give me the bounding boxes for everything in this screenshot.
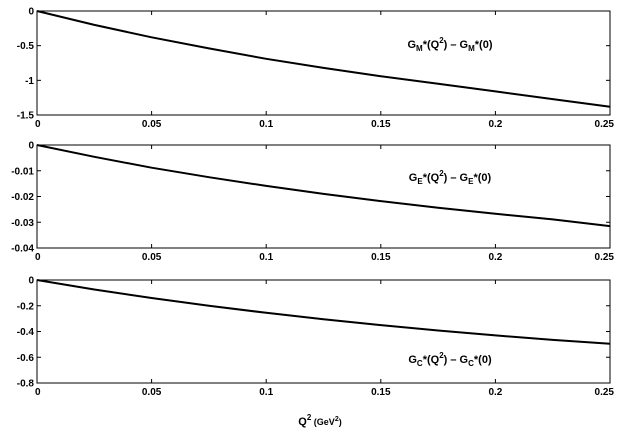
x-tick-label: 0.2 [488, 119, 502, 130]
x-tick-label: 0.15 [371, 119, 391, 130]
plot-frame [36, 10, 611, 116]
panel-label: GM*(Q2) – GM*(0) [407, 36, 492, 53]
series-line [36, 10, 611, 108]
panel-label: GC*(Q2) – GC*(0) [408, 351, 492, 368]
y-tick-label: -0.6 [17, 353, 35, 364]
y-tick-label: -0.5 [17, 41, 35, 52]
x-axis-label: Q2 (GeV2) [298, 413, 341, 428]
x-tick-label: 0 [35, 119, 41, 130]
y-tick-label: -0.2 [17, 301, 35, 312]
x-tick-label: 0 [35, 252, 41, 263]
plot-frame [36, 144, 611, 249]
plot-frame [36, 279, 611, 384]
x-tick-label: 0.25 [595, 387, 615, 398]
x-tick-label: 0.2 [488, 252, 502, 263]
y-tick-label: -0.01 [11, 166, 34, 177]
x-tick-label: 0.1 [259, 252, 273, 263]
y-tick-label: -0.04 [11, 244, 34, 255]
y-tick-label: 0 [28, 7, 34, 18]
x-tick-label: 0.15 [371, 387, 391, 398]
x-tick-label: 0.1 [259, 119, 273, 130]
x-tick-label: 0.25 [595, 252, 615, 263]
x-tick-label: 0.05 [142, 119, 162, 130]
x-tick-label: 0.2 [488, 387, 502, 398]
panel-1: 0 0.05 0.1 0.15 0.2 0.25 0 -0.5 -1 -1.5 GM*(Q2) – … [17, 7, 615, 131]
panel-3: 0 0.05 0.1 0.15 0.2 0.25 0 -0.2 -0.4 -0.6 -0.8 GC*(… [17, 276, 615, 399]
x-tick-label: 0.15 [371, 252, 391, 263]
x-tick-label: 0.05 [142, 387, 162, 398]
panel-2: 0 0.05 0.1 0.15 0.2 0.25 0 -0.01 -0.02 -0.03 -0.04… [11, 141, 614, 264]
x-tick-label: 0.05 [142, 252, 162, 263]
y-tick-label: -0.02 [11, 192, 34, 203]
y-tick-label: 0 [28, 141, 34, 152]
series-line [36, 144, 611, 228]
x-tick-label: 0.1 [259, 387, 273, 398]
series-line [36, 279, 611, 345]
y-tick-label: -1.5 [17, 111, 35, 122]
y-tick-label: -0.8 [17, 379, 35, 390]
x-tick-label: 0 [35, 387, 41, 398]
y-tick-label: 0 [28, 276, 34, 287]
x-tick-label: 0.25 [595, 119, 615, 130]
y-tick-label: -0.03 [11, 218, 34, 229]
y-tick-label: -0.4 [17, 327, 35, 338]
panel-label: GE*(Q2) – GE*(0) [409, 169, 492, 186]
y-tick-label: -1 [25, 76, 34, 87]
